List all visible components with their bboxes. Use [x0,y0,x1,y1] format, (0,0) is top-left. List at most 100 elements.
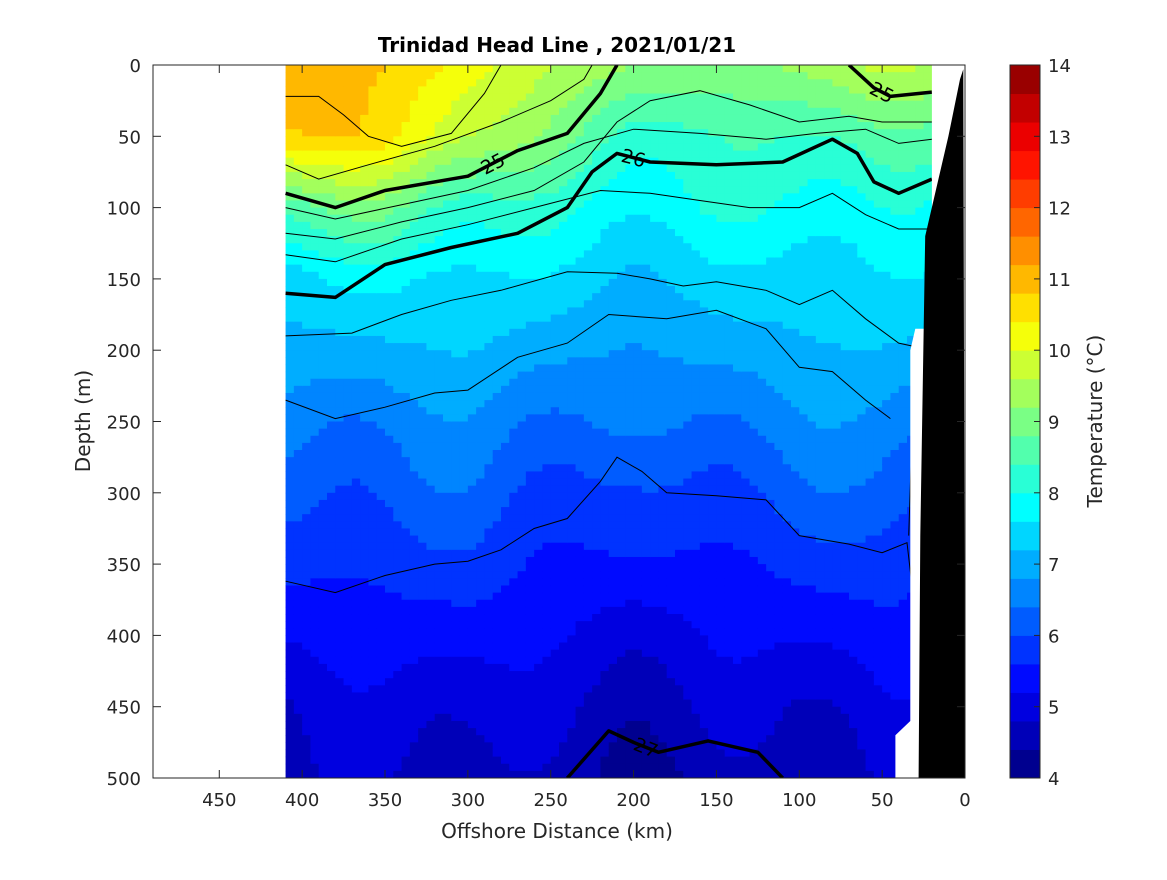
temperature-cell [401,129,411,137]
temperature-cell [625,207,635,216]
temperature-cell [658,742,668,751]
temperature-cell [302,392,312,401]
temperature-cell [517,464,527,473]
temperature-cell [525,371,535,380]
temperature-cell [476,143,486,152]
temperature-cell [476,478,486,487]
temperature-cell [608,179,618,187]
temperature-cell [302,143,312,152]
temperature-cell [625,678,635,686]
temperature-cell [393,72,403,80]
temperature-cell [434,471,444,480]
temperature-cell [434,699,444,708]
temperature-cell [501,521,510,530]
temperature-cell [683,435,693,444]
temperature-cell [658,578,668,587]
temperature-cell [633,300,643,309]
temperature-cell [293,407,303,415]
temperature-cell [343,442,353,451]
temperature-cell [434,514,444,522]
temperature-cell [335,171,345,180]
temperature-cell [418,385,428,394]
temperature-cell [310,692,320,701]
temperature-cell [559,193,568,202]
temperature-cell [517,457,527,465]
temperature-cell [418,293,428,301]
temperature-cell [302,343,312,351]
temperature-cell [451,221,461,230]
temperature-cell [443,692,452,701]
temperature-cell [691,335,701,344]
temperature-cell [517,728,527,736]
temperature-cell [542,485,552,494]
temperature-cell [650,278,660,287]
temperature-cell [683,692,693,701]
temperature-cell [376,129,386,137]
temperature-cell [459,599,469,608]
temperature-cell [335,485,345,494]
temperature-cell [318,314,328,323]
temperature-cell [360,585,370,594]
temperature-cell [600,599,610,608]
temperature-cell [633,307,643,316]
temperature-cell [318,271,328,280]
temperature-cell [385,628,394,636]
temperature-cell [600,171,610,180]
temperature-cell [418,314,428,323]
temperature-cell [476,642,486,651]
temperature-cell [525,100,535,109]
temperature-cell [675,442,684,451]
temperature-cell [302,72,312,80]
temperature-cell [335,65,345,73]
temperature-cell [335,136,345,145]
temperature-cell [393,371,403,380]
temperature-cell [310,200,320,209]
temperature-cell [343,300,353,309]
temperature-cell [376,556,386,565]
temperature-cell [683,542,693,551]
temperature-cell [550,228,560,237]
temperature-cell [385,364,394,373]
temperature-cell [666,692,676,701]
temperature-cell [459,271,469,280]
temperature-cell [625,571,635,579]
temperature-cell [451,86,461,95]
temperature-cell [484,663,494,672]
temperature-cell [409,621,419,629]
temperature-cell [501,649,510,658]
temperature-cell [592,706,602,715]
temperature-cell [393,606,403,615]
temperature-cell [675,100,684,109]
temperature-cell [426,435,436,444]
temperature-cell [327,107,336,116]
temperature-cell [327,378,336,387]
temperature-cell [385,614,394,622]
temperature-cell [650,193,660,202]
temperature-cell [575,549,585,558]
temperature-cell [625,300,635,309]
temperature-cell [575,621,585,629]
temperature-cell [327,742,336,751]
temperature-cell [376,122,386,130]
temperature-cell [327,421,336,430]
temperature-cell [393,528,403,537]
temperature-cell [426,706,436,715]
temperature-cell [418,321,428,330]
temperature-cell [666,100,676,109]
temperature-cell [302,421,312,430]
temperature-cell [293,307,303,316]
temperature-cell [583,564,593,572]
temperature-cell [691,457,701,465]
temperature-cell [459,507,469,515]
temperature-cell [666,257,676,266]
temperature-cell [351,621,361,629]
temperature-cell [401,321,411,330]
temperature-cell [666,685,676,694]
temperature-cell [666,450,676,458]
temperature-cell [575,271,585,280]
temperature-cell [393,706,403,715]
temperature-cell [335,428,345,437]
temperature-cell [310,65,320,73]
temperature-cell [484,407,494,415]
temperature-cell [443,464,452,473]
